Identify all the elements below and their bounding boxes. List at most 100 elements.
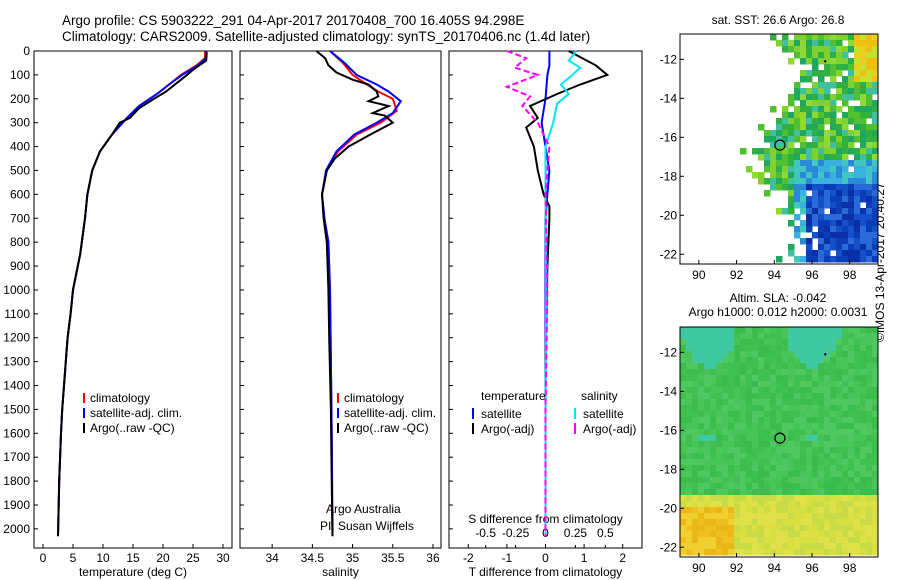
map-cell bbox=[758, 327, 765, 334]
map-cell bbox=[818, 124, 825, 131]
map-cell bbox=[830, 333, 837, 340]
map-cell bbox=[872, 387, 879, 394]
map-cell bbox=[812, 537, 819, 544]
map-cell bbox=[764, 357, 771, 364]
map-cell bbox=[848, 64, 855, 71]
map-cell bbox=[788, 387, 795, 394]
map-cell bbox=[830, 130, 837, 137]
map-cell bbox=[794, 112, 801, 119]
map-cell bbox=[788, 519, 795, 526]
map-cell bbox=[842, 34, 849, 41]
map-x-tick-label: 92 bbox=[730, 268, 744, 282]
map-cell bbox=[806, 387, 813, 394]
map-cell bbox=[722, 447, 729, 454]
map-cell bbox=[728, 327, 735, 334]
map-cell bbox=[770, 375, 777, 382]
map-cell bbox=[764, 513, 771, 520]
map-cell bbox=[848, 172, 855, 179]
map-cell bbox=[722, 537, 729, 544]
map-cell bbox=[782, 124, 789, 131]
map-y-tick-label: -14 bbox=[660, 91, 678, 105]
map-cell bbox=[740, 423, 747, 430]
map-cell bbox=[842, 519, 849, 526]
map-cell bbox=[770, 435, 777, 442]
map-cell bbox=[842, 327, 849, 334]
map-cell bbox=[746, 489, 753, 496]
map-cell bbox=[800, 471, 807, 478]
map-cell bbox=[722, 519, 729, 526]
map-cell bbox=[728, 345, 735, 352]
map-cell bbox=[782, 46, 789, 53]
map-cell bbox=[710, 363, 717, 370]
map-cell bbox=[728, 405, 735, 412]
map-cell bbox=[860, 531, 867, 538]
map-cell bbox=[740, 489, 747, 496]
map-cell bbox=[722, 333, 729, 340]
map-cell bbox=[794, 447, 801, 454]
map-cell bbox=[848, 34, 855, 41]
map-cell bbox=[848, 202, 855, 209]
map-cell bbox=[842, 435, 849, 442]
map-cell bbox=[764, 351, 771, 358]
map-cell bbox=[788, 429, 795, 436]
x-tick-label: 5 bbox=[70, 551, 77, 565]
map-cell bbox=[806, 375, 813, 382]
map-cell bbox=[746, 357, 753, 364]
map-cell bbox=[704, 501, 711, 508]
map-cell bbox=[866, 130, 873, 137]
map-cell bbox=[866, 172, 873, 179]
map-frame bbox=[679, 33, 879, 265]
map-cell bbox=[686, 495, 693, 502]
map-cell bbox=[872, 537, 879, 544]
map-cell bbox=[764, 393, 771, 400]
map-cell bbox=[872, 339, 879, 346]
map-cell bbox=[860, 70, 867, 77]
map-cell bbox=[794, 345, 801, 352]
map-cell bbox=[746, 345, 753, 352]
map-cell bbox=[698, 549, 705, 556]
map-cell bbox=[824, 250, 831, 257]
map-cell bbox=[758, 537, 765, 544]
map-cell bbox=[866, 501, 873, 508]
map-cell bbox=[818, 435, 825, 442]
map-cell bbox=[842, 148, 849, 155]
map-cell bbox=[806, 363, 813, 370]
map-cell bbox=[752, 501, 759, 508]
map-cell bbox=[692, 369, 699, 376]
map-cell bbox=[842, 250, 849, 257]
map-cell bbox=[686, 525, 693, 532]
map-cell bbox=[776, 549, 783, 556]
map-cell bbox=[752, 441, 759, 448]
map-cell bbox=[830, 238, 837, 245]
map-cell bbox=[686, 477, 693, 484]
map-cell bbox=[788, 94, 795, 101]
map-cell bbox=[794, 519, 801, 526]
map-cell bbox=[710, 333, 717, 340]
map-cell bbox=[872, 411, 879, 418]
map-cell bbox=[794, 459, 801, 466]
map-cell bbox=[794, 351, 801, 358]
map-cell bbox=[842, 130, 849, 137]
map-cell bbox=[686, 405, 693, 412]
map-cell bbox=[692, 489, 699, 496]
map-cell bbox=[848, 226, 855, 233]
map-cell bbox=[788, 465, 795, 472]
map-cell bbox=[746, 549, 753, 556]
map-cell bbox=[824, 136, 831, 143]
map-cell bbox=[782, 393, 789, 400]
map-cell bbox=[716, 453, 723, 460]
map-cell bbox=[842, 220, 849, 227]
map-cell bbox=[704, 399, 711, 406]
map-cell bbox=[686, 519, 693, 526]
map-cell bbox=[758, 441, 765, 448]
map-cell bbox=[704, 435, 711, 442]
map-cell bbox=[794, 501, 801, 508]
map-cell bbox=[758, 393, 765, 400]
map-cell bbox=[752, 369, 759, 376]
map-cell bbox=[782, 459, 789, 466]
map-cell bbox=[782, 543, 789, 550]
map-cell bbox=[704, 543, 711, 550]
map-cell bbox=[848, 76, 855, 83]
map-cell bbox=[692, 429, 699, 436]
map-cell bbox=[680, 333, 687, 340]
